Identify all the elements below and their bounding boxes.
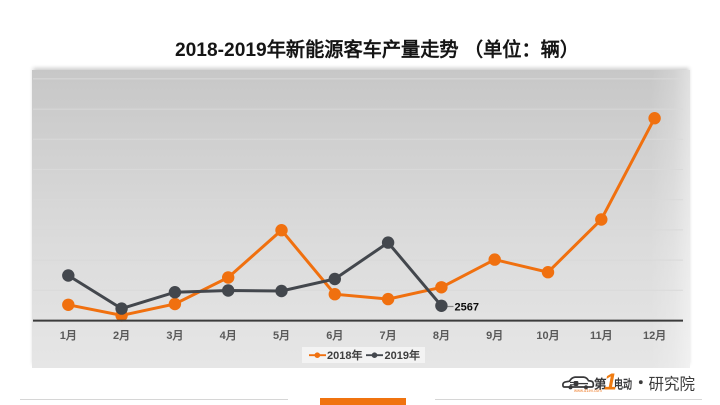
svg-text:11月: 11月 (590, 329, 613, 342)
svg-text:7月: 7月 (380, 329, 397, 342)
svg-text:8月: 8月 (433, 329, 450, 342)
svg-text:3月: 3月 (166, 329, 183, 342)
svg-text:1: 1 (604, 369, 617, 395)
svg-text:5月: 5月 (273, 329, 290, 342)
svg-text:2019年: 2019年 (385, 348, 420, 362)
svg-text:第: 第 (594, 377, 607, 392)
svg-text:10月: 10月 (536, 329, 559, 342)
svg-text:4月: 4月 (220, 329, 237, 342)
svg-text:2月: 2月 (113, 329, 130, 342)
svg-text:电动: 电动 (614, 377, 632, 392)
svg-text:研究院: 研究院 (649, 375, 696, 393)
svg-text:2567: 2567 (455, 302, 479, 314)
svg-text:9月: 9月 (486, 329, 503, 342)
svg-text:1月: 1月 (60, 329, 77, 342)
svg-text:6月: 6月 (326, 329, 343, 342)
svg-text:www.d1ev.com: www.d1ev.com (574, 388, 602, 393)
svg-text:12月: 12月 (643, 329, 666, 342)
svg-text:2018年: 2018年 (327, 348, 362, 362)
